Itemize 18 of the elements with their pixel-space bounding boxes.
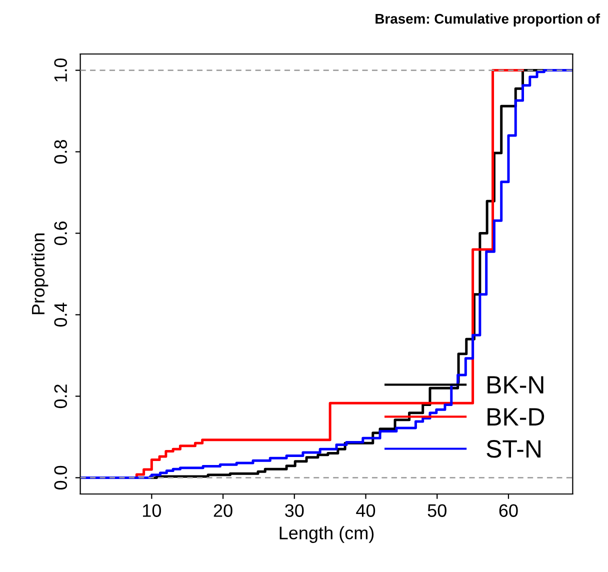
y-axis-title: Proportion	[31, 234, 48, 314]
legend-label: ST-N	[486, 440, 540, 458]
x-tick-label: 40	[356, 504, 376, 517]
x-tick-label: 20	[214, 504, 232, 517]
y-tick-label: 0.2	[54, 384, 68, 408]
x-tick-label: 10	[143, 504, 161, 517]
y-tick-label: 0.8	[54, 140, 68, 164]
y-tick-label: 0.0	[54, 466, 68, 490]
y-tick-label: 0.6	[54, 222, 68, 246]
y-tick-label: 0.4	[54, 302, 68, 327]
y-tick-label: 1.0	[54, 58, 68, 82]
x-tick-label: 60	[499, 504, 518, 517]
legend-label: BK-N	[488, 376, 544, 394]
x-tick-label: 30	[285, 504, 304, 517]
x-tick-label: 50	[428, 504, 446, 517]
x-axis-title: Length (cm)	[280, 526, 374, 543]
chart-title: Brasem: Cumulative proportion of	[376, 14, 600, 26]
legend-label: BK-D	[488, 408, 544, 426]
